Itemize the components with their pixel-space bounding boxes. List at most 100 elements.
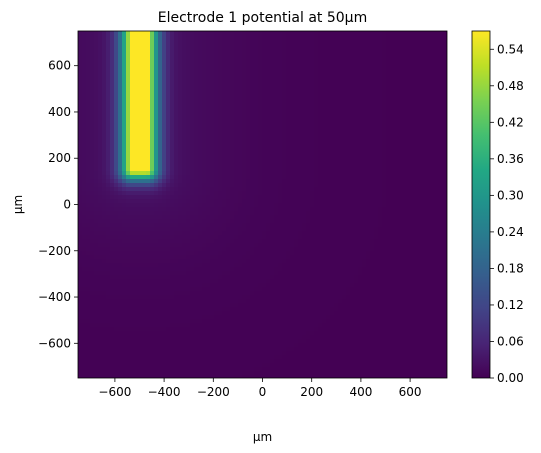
heatmap-cell (330, 123, 335, 128)
heatmap-cell (234, 131, 239, 136)
heatmap-cell (110, 135, 115, 140)
heatmap-cell (158, 51, 163, 56)
heatmap-cell (242, 115, 247, 120)
heatmap-cell (438, 235, 443, 240)
heatmap-cell (410, 135, 415, 140)
heatmap-cell (82, 107, 87, 112)
heatmap-cell (386, 179, 391, 184)
heatmap-cell (94, 131, 99, 136)
heatmap-cell (134, 99, 139, 104)
heatmap-cell (350, 99, 355, 104)
heatmap-cell (314, 35, 319, 40)
heatmap-cell (194, 155, 199, 160)
heatmap-cell (110, 91, 115, 96)
heatmap-cell (202, 79, 207, 84)
heatmap-cell (354, 43, 359, 48)
heatmap-cell (106, 131, 111, 136)
heatmap-cell (434, 59, 439, 64)
heatmap-cell (130, 223, 135, 228)
heatmap-cell (186, 71, 191, 76)
heatmap-cell (142, 87, 147, 92)
heatmap-cell (98, 127, 103, 132)
heatmap-cell (206, 103, 211, 108)
heatmap-cell (262, 175, 267, 180)
heatmap-cell (150, 131, 155, 136)
heatmap-cell (122, 199, 127, 204)
heatmap-cell (130, 155, 135, 160)
heatmap-cell (414, 35, 419, 40)
heatmap-cell (90, 127, 95, 132)
heatmap-cell (326, 207, 331, 212)
heatmap-cell (258, 219, 263, 224)
heatmap-cell (354, 195, 359, 200)
heatmap-cell (430, 219, 435, 224)
heatmap-cell (274, 211, 279, 216)
heatmap-cell (242, 151, 247, 156)
heatmap-cell (310, 71, 315, 76)
heatmap-cell (446, 59, 447, 64)
heatmap-cell (310, 195, 315, 200)
heatmap-cell (230, 235, 235, 240)
heatmap-cell (434, 79, 439, 84)
heatmap-cell (334, 75, 339, 80)
heatmap-cell (330, 175, 335, 180)
heatmap-cell (78, 103, 83, 108)
heatmap-cell (294, 231, 299, 236)
heatmap-cell (254, 179, 259, 184)
heatmap-cell (290, 235, 295, 240)
heatmap-cell (130, 83, 135, 88)
heatmap-cell (82, 159, 87, 164)
heatmap-cell (294, 87, 299, 92)
heatmap-cell (102, 35, 107, 40)
heatmap-cell (386, 79, 391, 84)
heatmap-cell (318, 103, 323, 108)
heatmap-cell (262, 223, 267, 228)
heatmap-cell (218, 75, 223, 80)
heatmap-cell (146, 59, 151, 64)
heatmap-cell (190, 207, 195, 212)
heatmap-cell (382, 35, 387, 40)
heatmap-cell (186, 223, 191, 228)
heatmap-cell (214, 107, 219, 112)
heatmap-cell (274, 83, 279, 88)
heatmap-cell (322, 151, 327, 156)
heatmap-cell (406, 87, 411, 92)
heatmap-cell (146, 107, 151, 112)
heatmap-cell (318, 175, 323, 180)
heatmap-cell (378, 163, 383, 168)
heatmap-cell (174, 179, 179, 184)
heatmap-cell (190, 95, 195, 100)
heatmap-cell (178, 95, 183, 100)
heatmap-cell (330, 59, 335, 64)
heatmap-cell (238, 95, 243, 100)
heatmap-cell (210, 175, 215, 180)
heatmap-cell (402, 83, 407, 88)
heatmap-cell (338, 131, 343, 136)
heatmap-cell (358, 83, 363, 88)
heatmap-cell (270, 199, 275, 204)
heatmap-cell (346, 231, 351, 236)
heatmap-cell (270, 175, 275, 180)
heatmap-cell (358, 87, 363, 92)
heatmap-cell (242, 47, 247, 52)
heatmap-cell (370, 167, 375, 172)
heatmap-cell (198, 167, 203, 172)
heatmap-cell (330, 223, 335, 228)
heatmap-cell (294, 39, 299, 44)
heatmap-cell (158, 63, 163, 68)
heatmap-cell (138, 159, 143, 164)
heatmap-cell (230, 215, 235, 220)
heatmap-cell (438, 147, 443, 152)
heatmap-cell (254, 67, 259, 72)
heatmap-cell (442, 191, 447, 196)
heatmap-cell (230, 183, 235, 188)
heatmap-cell (350, 175, 355, 180)
heatmap-cell (154, 183, 159, 188)
heatmap-cell (370, 163, 375, 168)
heatmap-cell (282, 127, 287, 132)
heatmap-cell (270, 95, 275, 100)
heatmap-cell (278, 223, 283, 228)
heatmap-cell (342, 151, 347, 156)
heatmap-cell (254, 223, 259, 228)
heatmap-cell (86, 103, 91, 108)
